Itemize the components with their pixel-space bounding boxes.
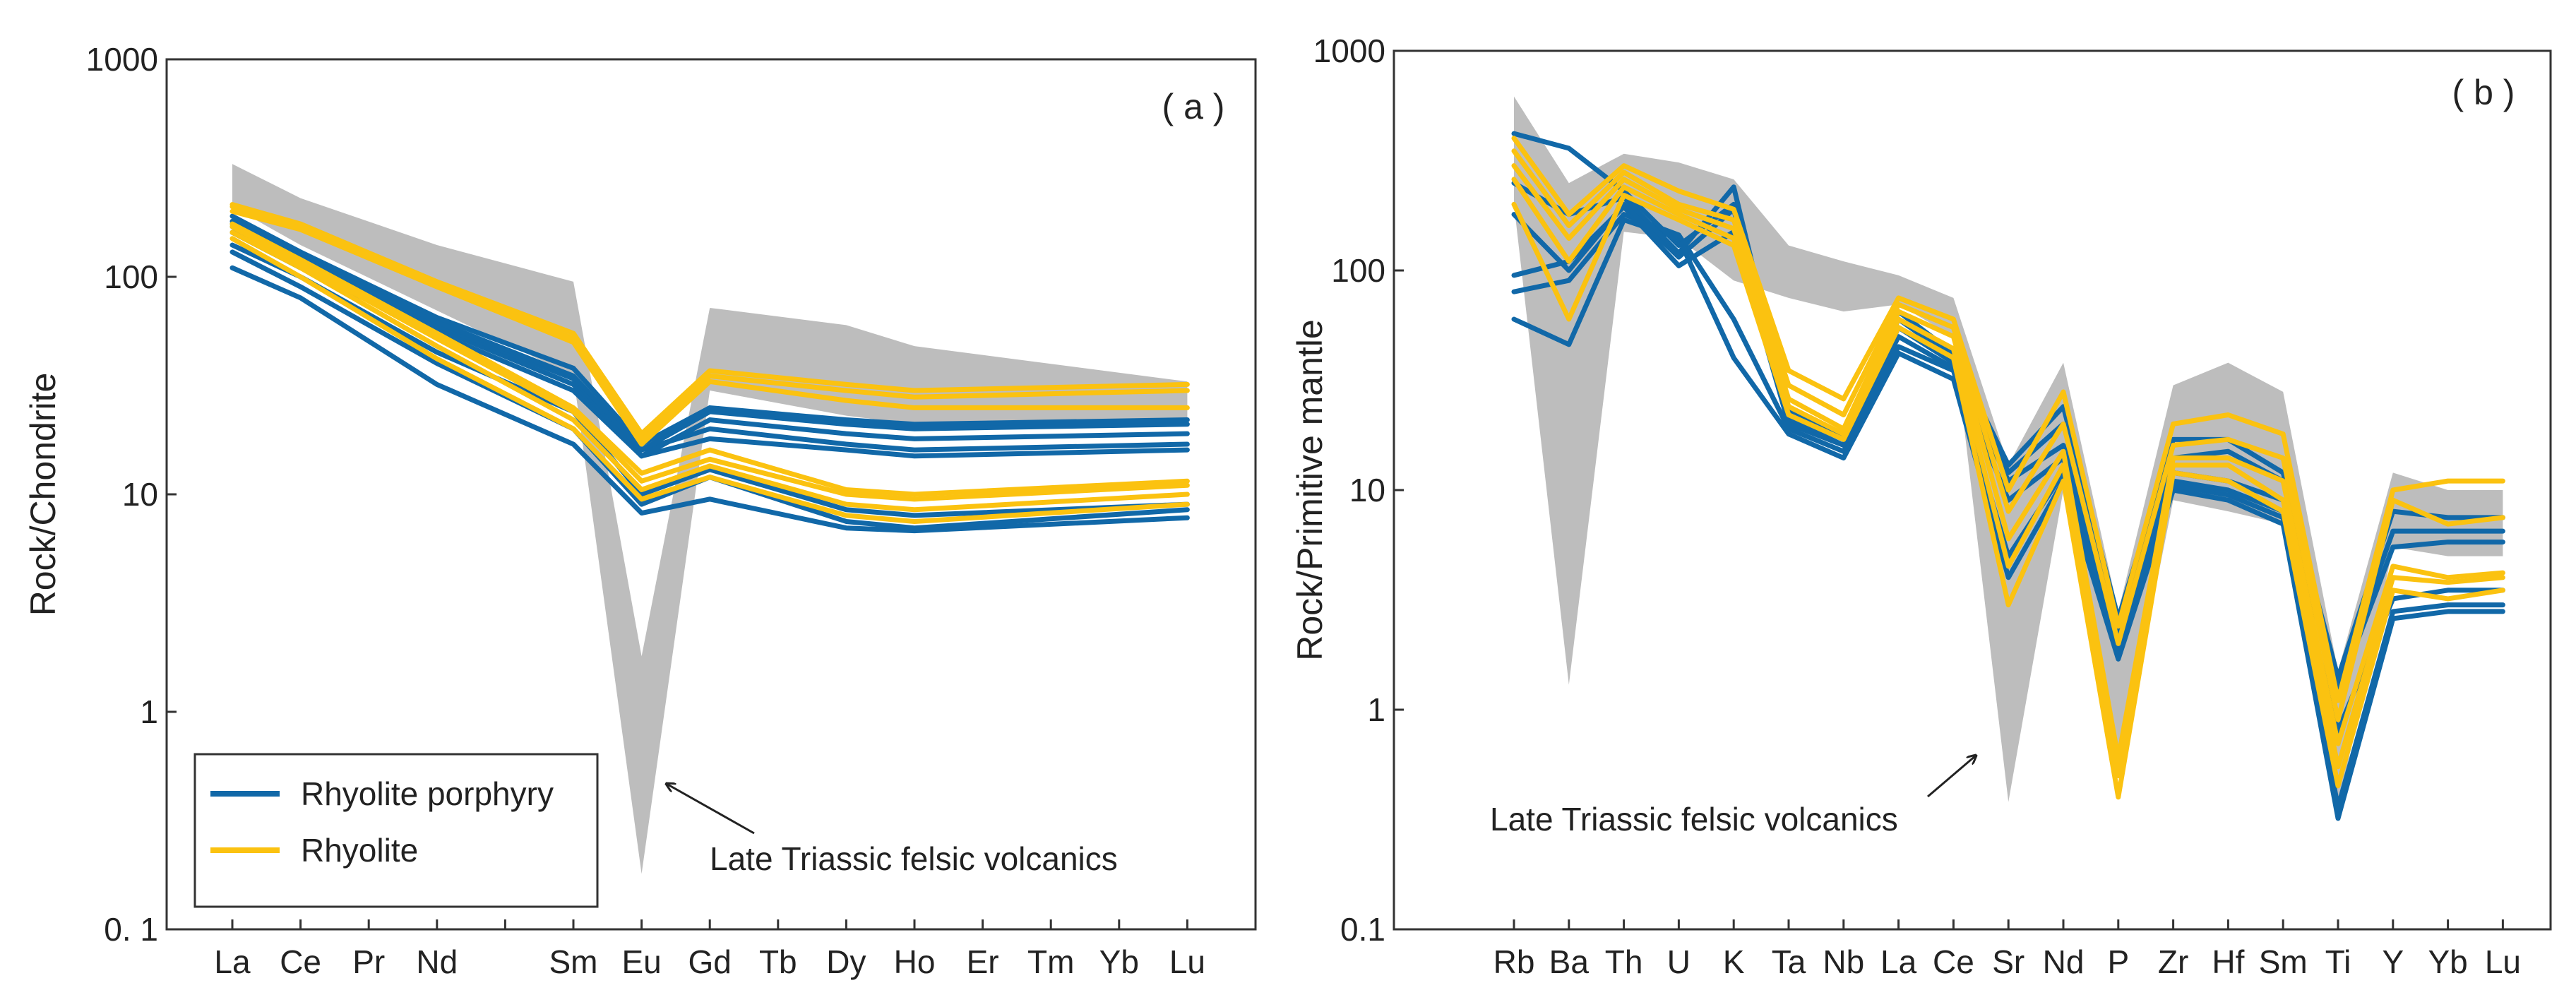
y-axis-title: Rock/Chondrite [23,373,63,616]
series-line-11 [229,224,1190,502]
annotation-arrow [1927,756,1976,798]
series-line-14 [229,204,1190,441]
x-tick-label: Zr [2158,943,2188,980]
series-line-3 [1511,204,2505,734]
x-tick-label: Rb [1493,943,1535,980]
x-tick-label: Sm [2259,943,2308,980]
range-band [1514,96,2503,810]
x-tick-label: U [1667,943,1690,980]
x-tick-label: Pr [352,943,385,980]
y-tick-label: 100 [104,258,158,295]
x-tick-label: K [1723,943,1745,980]
x-tick-label: P [2107,943,2129,980]
x-tick-label: Ba [1549,943,1590,980]
series-line-2 [229,249,1190,531]
x-tick-label: Lu [1169,943,1205,980]
series-line-6 [1511,131,2505,681]
panel-label: ( b ) [2452,73,2515,112]
series-line-8 [1511,177,2505,779]
series-line-9 [229,236,1190,524]
x-tick-label: Gd [688,943,732,980]
x-tick-label: Ce [1933,943,1974,980]
x-tick-label: Y [2382,943,2404,980]
x-tick-label: Nd [2043,943,2085,980]
x-tick-label: Sm [549,943,598,980]
y-tick-label: 10 [122,476,158,513]
annotation-text: Late Triassic felsic volcanics [710,840,1118,877]
panel-a: 0. 1 1 10 100 1000 La Ce Pr Nd Sm Eu Gd Tb Dy Ho Er Tm Yb… [23,41,1257,980]
x-tick-label: Tm [1027,943,1074,980]
panel-b: 0.1 1 10 100 1000 Rb Ba Th U K Ta Nb La Ce Sr Nd P Zr Hf Sm… [1290,32,2552,980]
x-tick-label: Lu [2485,943,2521,980]
x-tick-label: Er [967,943,999,980]
x-tick-label: Ce [280,943,321,980]
y-tick-label: 1000 [86,41,158,78]
x-tick-label: Nd [416,943,458,980]
x-tick-label: Hf [2212,943,2244,980]
legend-label: Rhyolite [301,832,418,869]
panel-label: ( a ) [1162,87,1225,126]
series-line-5 [1511,180,2505,688]
series-line-7 [229,218,1190,453]
x-tick-label: Nb [1823,943,1864,980]
annotation-arrow [667,784,755,835]
x-tick-label: La [214,943,251,980]
legend-box [193,753,599,908]
x-tick-label: Sr [1992,943,2025,980]
series-line-15 [229,202,1190,436]
legend: Rhyolite porphyry Rhyolite [193,753,599,908]
series-line-12 [229,221,1190,497]
x-tick-label: Th [1605,943,1643,980]
series-line-10 [229,230,1190,513]
y-tick-label: 1000 [1313,32,1385,69]
y-tick-label: 0.1 [1340,911,1385,948]
y-axis-title: Rock/Primitive mantle [1290,319,1330,660]
x-tick-label: La [1880,943,1917,980]
y-tick-label: 1 [1367,691,1385,728]
annotation-text: Late Triassic felsic volcanics [1490,801,1898,838]
x-tick-label: Tb [759,943,797,980]
x-tick-label: Dy [826,943,866,980]
series-line-9 [1511,163,2505,761]
x-tick-label: Eu [621,943,661,980]
y-tick-label: 100 [1331,252,1385,289]
legend-label: Rhyolite porphyry [301,775,554,812]
y-tick-label: 10 [1349,472,1385,508]
x-tick-label: Ta [1772,943,1806,980]
y-tick-label: 0. 1 [104,911,158,948]
x-tick-label: Yb [2428,943,2467,980]
y-tick-label: 1 [140,693,158,730]
x-tick-label: Ti [2325,943,2351,980]
x-tick-label: Yb [1099,943,1139,980]
series-line-7 [1511,193,2505,800]
series-line-11 [1511,136,2505,703]
x-tick-label: Ho [894,943,936,980]
series-line-10 [1511,148,2505,722]
series-line-1 [229,265,1190,534]
